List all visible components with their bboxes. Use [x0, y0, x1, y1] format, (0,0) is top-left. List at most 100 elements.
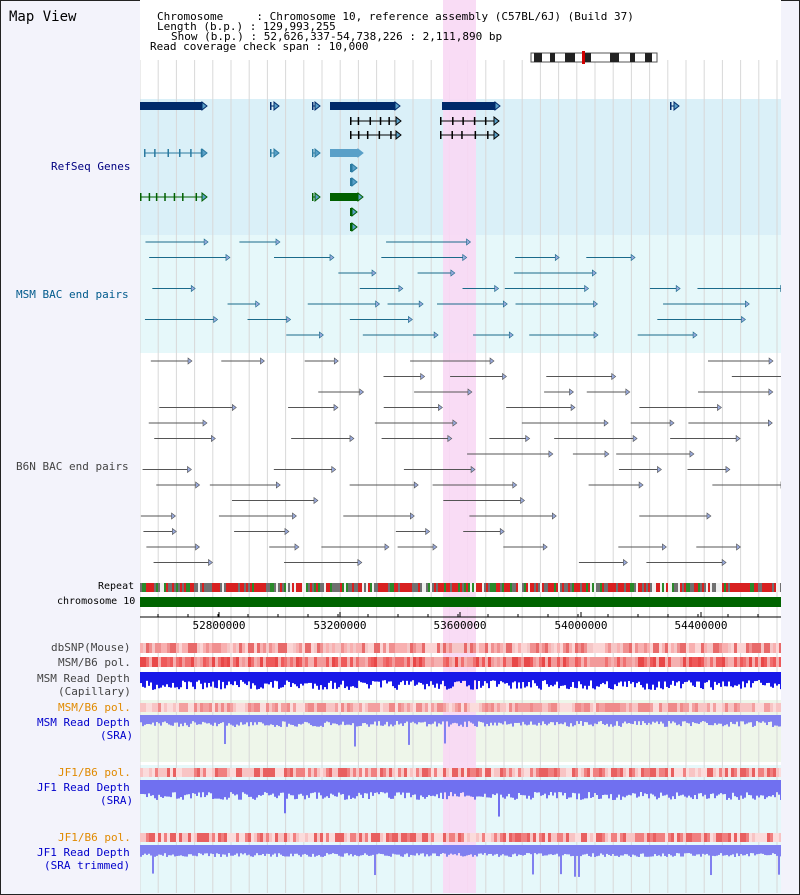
track-label-msm-bac[interactable]: MSM BAC end pairs	[16, 288, 129, 301]
read-depth-bar	[572, 845, 574, 856]
read-depth-bar	[322, 780, 324, 799]
polymorphism-bin	[509, 643, 512, 653]
read-depth-bar	[494, 845, 496, 855]
polymorphism-bin	[419, 703, 422, 712]
genome-browser-canvas[interactable]: 52800000 53200000 53600000 54000000 54400000	[140, 0, 781, 893]
repeat-feature	[616, 583, 618, 592]
read-depth-bar	[716, 780, 718, 796]
polymorphism-bin	[623, 657, 626, 667]
polymorphism-bin	[719, 657, 722, 667]
polymorphism-bin	[722, 643, 725, 653]
polymorphism-bin	[344, 768, 347, 777]
polymorphism-bin	[413, 657, 416, 667]
read-depth-bar	[158, 715, 160, 724]
read-depth-bar	[448, 780, 450, 796]
read-depth-bar	[158, 780, 160, 795]
repeat-feature	[250, 583, 252, 592]
read-depth-bar	[572, 715, 574, 727]
polymorphism-bin	[503, 703, 506, 712]
polymorphism-bin	[455, 703, 458, 712]
read-depth-bar	[326, 845, 328, 854]
read-depth-bar	[368, 672, 370, 689]
polymorphism-bin	[458, 703, 461, 712]
polymorphism-bin	[233, 643, 236, 653]
read-depth-bar	[684, 845, 686, 854]
read-depth-bar	[718, 845, 720, 855]
read-depth-bar	[774, 780, 776, 798]
polymorphism-bin	[512, 768, 515, 777]
polymorphism-bin	[308, 768, 311, 777]
read-depth-bar	[450, 715, 452, 725]
repeat-feature	[360, 583, 362, 592]
read-depth-bar	[388, 715, 390, 727]
repeat-feature	[256, 583, 258, 592]
read-depth-bar	[420, 715, 422, 723]
polymorphism-bin	[365, 833, 368, 842]
polymorphism-bin	[542, 703, 545, 712]
read-depth-bar	[292, 672, 294, 684]
read-depth-bar	[650, 672, 652, 690]
read-depth-bar	[774, 715, 776, 726]
read-depth-bar	[436, 672, 438, 684]
polymorphism-bin	[563, 768, 566, 777]
read-depth-bar	[610, 780, 612, 795]
polymorphism-bin	[269, 833, 272, 842]
bac-end	[333, 357, 339, 365]
polymorphism-bin	[515, 643, 518, 653]
polymorphism-bin	[386, 657, 389, 667]
polymorphism-bin	[752, 833, 755, 842]
polymorphism-bin	[398, 833, 401, 842]
bac-end	[520, 496, 526, 505]
polymorphism-bin	[227, 768, 230, 777]
read-depth-bar	[566, 780, 568, 800]
polymorphism-bin	[296, 643, 299, 653]
read-depth-bar	[212, 845, 214, 855]
polymorphism-bin	[179, 643, 182, 653]
polymorphism-bin	[230, 657, 233, 667]
read-depth-bar	[488, 845, 490, 854]
read-depth-bar	[576, 845, 578, 856]
read-depth-bar	[704, 780, 706, 795]
polymorphism-bin	[533, 833, 536, 842]
read-depth-bar	[418, 672, 420, 683]
repeat-feature	[436, 583, 438, 592]
read-depth-bar	[446, 845, 448, 857]
read-depth-bar	[376, 780, 378, 793]
polymorphism-bin	[383, 833, 386, 842]
read-depth-bar	[458, 845, 460, 854]
bac-end	[721, 558, 727, 567]
polymorphism-bin	[560, 768, 563, 777]
polymorphism-bin	[383, 643, 386, 653]
repeat-feature	[530, 583, 532, 592]
read-depth-bar	[206, 845, 208, 854]
polymorphism-bin	[674, 833, 677, 842]
read-depth-bar	[176, 672, 178, 688]
polymorphism-bin	[731, 768, 734, 777]
polymorphism-bin	[593, 768, 596, 777]
polymorphism-bin	[779, 643, 781, 653]
polymorphism-bin	[674, 768, 677, 777]
polymorphism-bin	[620, 657, 623, 667]
track-label-b6n-bac[interactable]: B6N BAC end pairs	[16, 460, 129, 473]
read-depth-bar	[384, 780, 386, 794]
polymorphism-bin	[335, 703, 338, 712]
read-depth-bar	[306, 780, 308, 796]
read-depth-bar	[696, 845, 698, 855]
polymorphism-bin	[341, 657, 344, 667]
exon	[144, 149, 146, 157]
polymorphism-bin	[662, 833, 665, 842]
polymorphism-bin	[320, 657, 323, 667]
track-label-refseq[interactable]: RefSeq Genes	[51, 160, 131, 173]
polymorphism-bin	[374, 833, 377, 842]
polymorphism-bin	[650, 657, 653, 667]
repeat-feature	[504, 583, 506, 592]
read-depth-bar	[508, 780, 510, 794]
repeat-feature	[330, 583, 332, 592]
polymorphism-bin	[584, 768, 587, 777]
polymorphism-bin	[581, 768, 584, 777]
bac-end	[284, 527, 290, 536]
polymorphism-bin	[269, 643, 272, 653]
repeat-feature	[576, 583, 578, 592]
bac-end	[255, 300, 261, 308]
polymorphism-bin	[146, 703, 149, 712]
